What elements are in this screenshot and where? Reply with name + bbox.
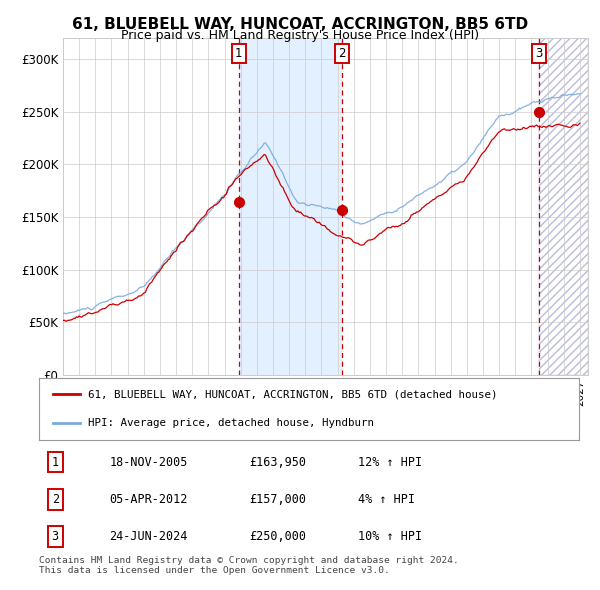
Text: 2: 2 bbox=[338, 47, 346, 60]
Text: 10% ↑ HPI: 10% ↑ HPI bbox=[358, 530, 422, 543]
Text: Contains HM Land Registry data © Crown copyright and database right 2024.
This d: Contains HM Land Registry data © Crown c… bbox=[39, 556, 459, 575]
Text: 1: 1 bbox=[52, 455, 59, 468]
Text: 3: 3 bbox=[52, 530, 59, 543]
Text: 2: 2 bbox=[52, 493, 59, 506]
Text: £250,000: £250,000 bbox=[250, 530, 307, 543]
Text: 3: 3 bbox=[536, 47, 543, 60]
Text: 12% ↑ HPI: 12% ↑ HPI bbox=[358, 455, 422, 468]
Text: 18-NOV-2005: 18-NOV-2005 bbox=[109, 455, 188, 468]
Text: £157,000: £157,000 bbox=[250, 493, 307, 506]
Text: 4% ↑ HPI: 4% ↑ HPI bbox=[358, 493, 415, 506]
Bar bbox=[239, 38, 341, 375]
Text: 05-APR-2012: 05-APR-2012 bbox=[109, 493, 188, 506]
Text: £163,950: £163,950 bbox=[250, 455, 307, 468]
Text: 61, BLUEBELL WAY, HUNCOAT, ACCRINGTON, BB5 6TD (detached house): 61, BLUEBELL WAY, HUNCOAT, ACCRINGTON, B… bbox=[88, 389, 497, 399]
Text: HPI: Average price, detached house, Hyndburn: HPI: Average price, detached house, Hynd… bbox=[88, 418, 374, 428]
Text: 1: 1 bbox=[235, 47, 242, 60]
Text: Price paid vs. HM Land Registry's House Price Index (HPI): Price paid vs. HM Land Registry's House … bbox=[121, 30, 479, 42]
Text: 24-JUN-2024: 24-JUN-2024 bbox=[109, 530, 188, 543]
Text: 61, BLUEBELL WAY, HUNCOAT, ACCRINGTON, BB5 6TD: 61, BLUEBELL WAY, HUNCOAT, ACCRINGTON, B… bbox=[72, 17, 528, 31]
Bar bbox=[539, 38, 588, 375]
